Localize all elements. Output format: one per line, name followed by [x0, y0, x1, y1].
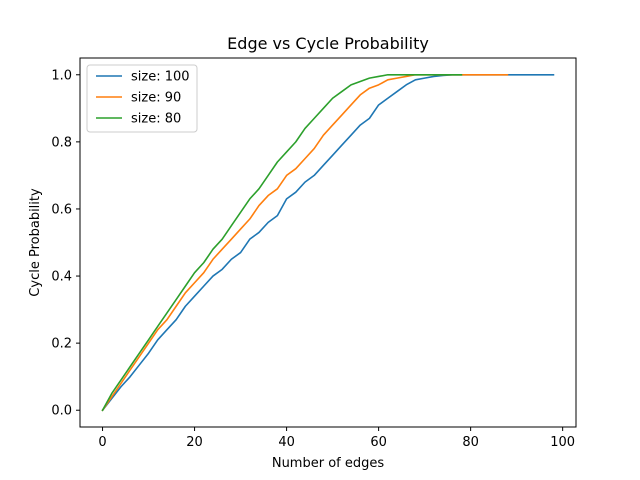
y-tick-label: 0.2 [51, 337, 72, 352]
series-layer [101, 73, 555, 412]
y-axis: 0.0 0.2 0.4 0.6 0.8 1.0 [51, 68, 80, 419]
legend-label: size: 90 [131, 91, 181, 106]
x-axis: 0 20 40 60 80 100 [98, 427, 575, 450]
x-tick-label: 60 [370, 435, 387, 450]
legend-box [86, 64, 198, 133]
y-tick-label: 0.4 [51, 270, 72, 285]
legend: size: 100 size: 90 size: 80 [86, 64, 198, 133]
x-tick-label: 0 [98, 435, 106, 450]
axes-frame [79, 57, 577, 428]
y-tick-label: 1.0 [51, 68, 72, 83]
x-tick-label: 100 [550, 435, 575, 450]
y-tick-label: 0.6 [51, 202, 72, 217]
chart-title: Edge vs Cycle Probability [227, 34, 429, 53]
x-tick-label: 40 [278, 435, 295, 450]
y-tick-label: 0.8 [51, 135, 72, 150]
legend-label: size: 100 [131, 70, 190, 85]
series-line-1 [101, 73, 555, 412]
x-tick-label: 20 [186, 435, 203, 450]
x-tick-label: 80 [462, 435, 479, 450]
x-axis-label: Number of edges [272, 456, 385, 471]
series-line-3 [101, 73, 463, 412]
y-tick-label: 0.0 [51, 404, 72, 419]
legend-label: size: 80 [131, 112, 181, 127]
y-axis-label: Cycle Probability [28, 188, 43, 297]
